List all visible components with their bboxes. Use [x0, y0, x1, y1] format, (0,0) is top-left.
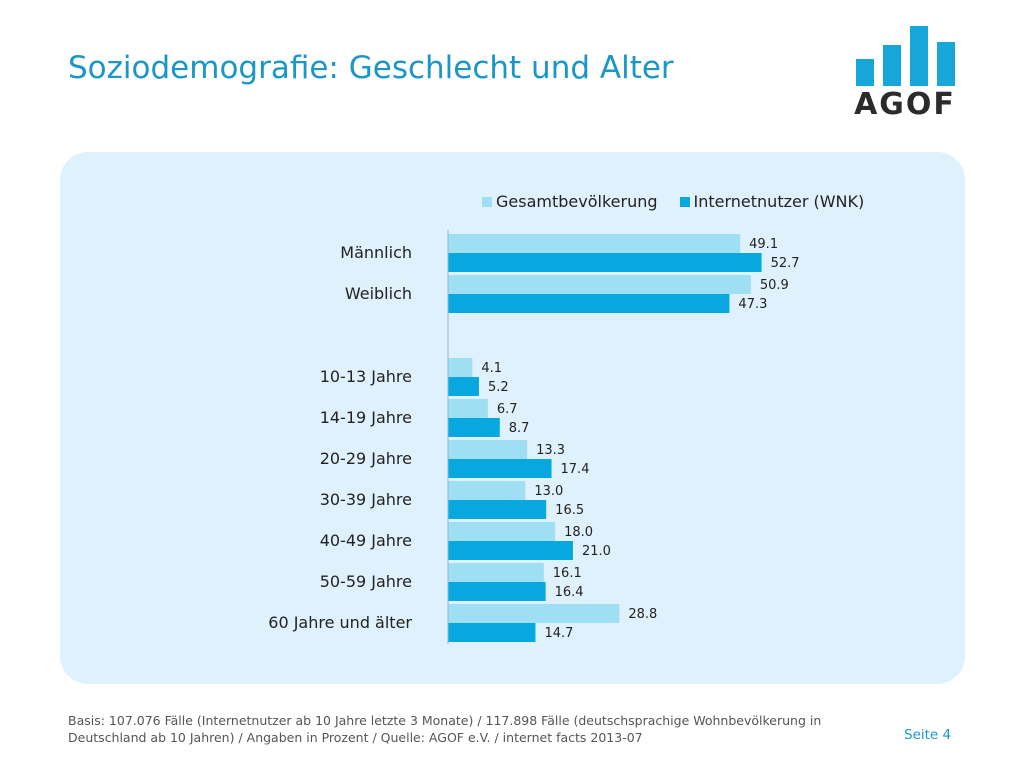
category-label-7: 40-49 Jahre: [320, 531, 412, 550]
bar-gesamt-5: [448, 440, 528, 459]
bar-gesamt-7: [448, 522, 556, 541]
value-label-internet-5: 17.4: [561, 462, 590, 477]
bar-gesamt-4: [448, 399, 488, 418]
value-label-gesamt-7: 18.0: [564, 525, 593, 540]
value-label-gesamt-2: 50.9: [760, 278, 789, 293]
bar-internet-5: [448, 459, 552, 478]
value-label-internet-8: 16.4: [555, 585, 584, 600]
value-label-gesamt-4: 6.7: [497, 402, 518, 417]
logo-text: AGOF: [854, 87, 956, 122]
value-label-internet-7: 21.0: [582, 544, 611, 559]
value-label-internet-9: 14.7: [544, 626, 573, 641]
value-label-gesamt-6: 13.0: [534, 484, 563, 499]
bar-gesamt-6: [448, 481, 526, 500]
bar-internet-4: [448, 418, 500, 437]
value-label-gesamt-3: 4.1: [481, 361, 502, 376]
bar-internet-7: [448, 541, 573, 560]
bar-internet-6: [448, 500, 547, 519]
bar-gesamt-8: [448, 563, 544, 582]
legend-item-internet: Internetnutzer (WNK): [679, 192, 865, 211]
agof-logo: AGOF: [850, 22, 960, 122]
legend-label-gesamt: Gesamtbevölkerung: [496, 192, 658, 211]
value-label-gesamt-5: 13.3: [536, 443, 565, 458]
value-label-internet-4: 8.7: [509, 421, 530, 436]
value-label-internet-1: 52.7: [771, 256, 800, 271]
value-label-gesamt-8: 16.1: [553, 566, 582, 581]
category-label-5: 20-29 Jahre: [320, 449, 412, 468]
category-label-9: 60 Jahre und älter: [268, 613, 412, 632]
category-label-1: Männlich: [340, 243, 412, 262]
category-label-4: 14-19 Jahre: [320, 408, 412, 427]
bar-gesamt-9: [448, 604, 620, 623]
category-label-6: 30-39 Jahre: [320, 490, 412, 509]
bar-chart-logo-icon: [856, 26, 955, 86]
category-label-8: 50-59 Jahre: [320, 572, 412, 591]
page-number: Seite 4: [904, 727, 952, 743]
legend-swatch-gesamt: [482, 196, 492, 207]
legend-swatch-internet: [679, 196, 690, 207]
chart-legend: Gesamtbevölkerung Internetnutzer (WNK): [482, 192, 886, 211]
bar-gesamt-3: [448, 358, 473, 377]
bar-internet-2: [448, 294, 730, 313]
value-label-gesamt-1: 49.1: [749, 237, 778, 252]
bar-gesamt-1: [448, 234, 741, 253]
page-title: Soziodemografie: Geschlecht und Alter: [68, 50, 674, 86]
legend-item-gesamt: Gesamtbevölkerung: [482, 192, 658, 211]
bar-internet-9: [448, 623, 536, 642]
value-label-internet-2: 47.3: [738, 297, 767, 312]
value-label-internet-3: 5.2: [488, 380, 509, 395]
value-label-internet-6: 16.5: [555, 503, 584, 518]
category-label-2: Weiblich: [345, 284, 412, 303]
footnote: Basis: 107.076 Fälle (Internetnutzer ab …: [68, 713, 822, 745]
legend-label-internet: Internetnutzer (WNK): [693, 192, 865, 211]
category-label-3: 10-13 Jahre: [320, 367, 412, 386]
value-label-gesamt-9: 28.8: [628, 607, 657, 622]
bar-internet-1: [448, 253, 762, 272]
bar-gesamt-2: [448, 275, 751, 294]
bar-internet-8: [448, 582, 546, 601]
bar-internet-3: [448, 377, 479, 396]
